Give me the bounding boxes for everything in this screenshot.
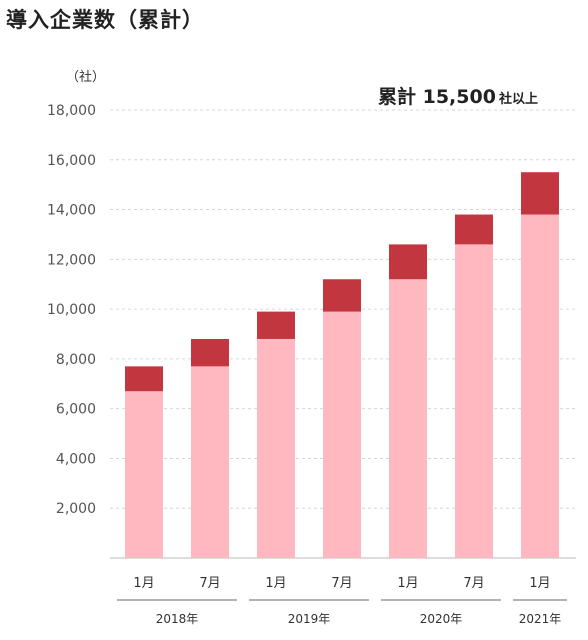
- y-tick-label: 12,000: [47, 252, 96, 268]
- year-group-label: 2019年: [288, 612, 331, 626]
- y-tick-label: 6,000: [56, 402, 96, 418]
- bar-base: [257, 338, 295, 558]
- total-annotation: 累計 15,500 社以上: [378, 82, 538, 109]
- bar-base: [521, 214, 559, 559]
- y-tick-label: 18,000: [47, 103, 96, 119]
- bar-increment: [191, 338, 229, 367]
- y-tick-label: 10,000: [47, 302, 96, 318]
- bar-increment: [257, 311, 295, 339]
- y-tick-label: 2,000: [56, 501, 96, 517]
- x-tick-label: 1月: [529, 576, 550, 591]
- y-tick-label: 14,000: [47, 203, 96, 219]
- bar-increment: [455, 214, 493, 245]
- y-tick-label: 8,000: [56, 352, 96, 368]
- y-axis-unit-label: （社）: [66, 70, 106, 85]
- y-tick-label: 16,000: [47, 153, 96, 169]
- bar-increment: [125, 366, 163, 392]
- bar-increment: [323, 279, 361, 312]
- year-group-label: 2020年: [420, 612, 463, 626]
- x-tick-label: 7月: [199, 576, 220, 591]
- bar-increment: [389, 244, 427, 280]
- year-group-label: 2021年: [519, 612, 562, 626]
- bar-base: [389, 279, 427, 558]
- x-tick-label: 1月: [397, 576, 418, 591]
- y-tick-label: 4,000: [56, 451, 96, 467]
- total-suffix: 社以上: [498, 92, 538, 107]
- total-value: 累計 15,500: [378, 86, 496, 108]
- bar-increment: [521, 172, 559, 215]
- bar-base: [125, 391, 163, 558]
- bar-base: [455, 244, 493, 558]
- bar-base: [323, 311, 361, 558]
- chart-title: 導入企業数（累計）: [6, 8, 204, 32]
- x-tick-label: 7月: [463, 576, 484, 591]
- bar-base: [191, 366, 229, 558]
- x-tick-label: 7月: [331, 576, 352, 591]
- x-tick-label: 1月: [265, 576, 286, 591]
- x-tick-label: 1月: [133, 576, 154, 591]
- year-group-label: 2018年: [156, 612, 199, 626]
